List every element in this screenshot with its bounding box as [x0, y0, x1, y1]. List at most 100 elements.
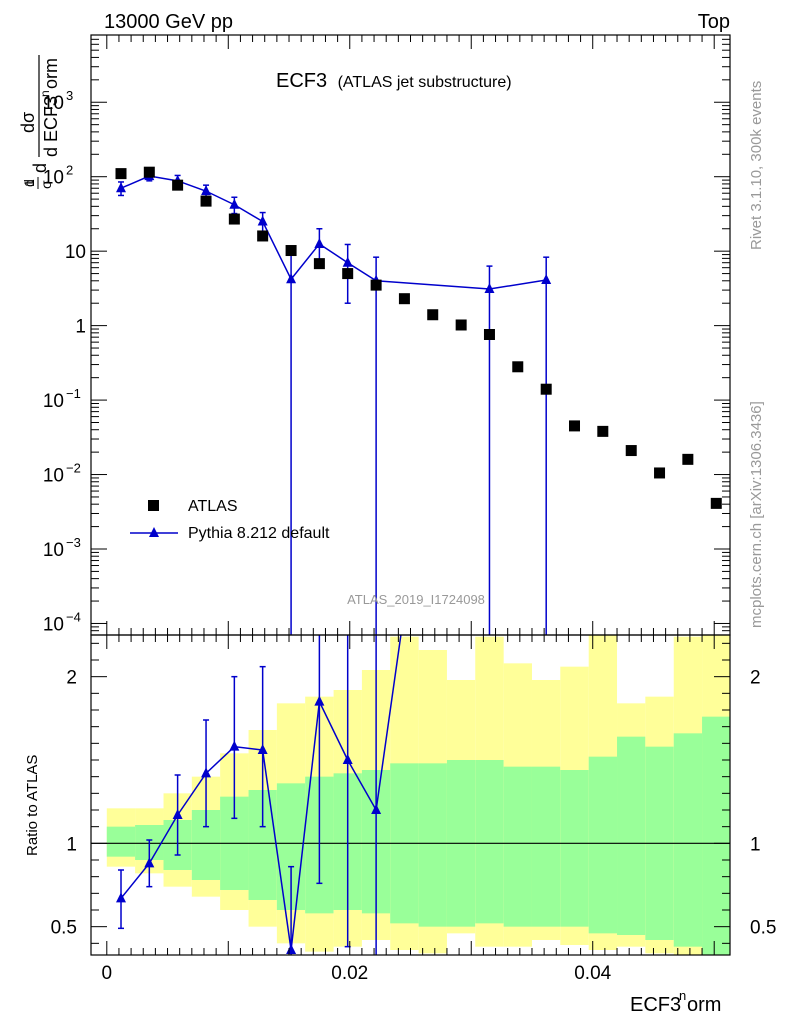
ratio-mc-point [201, 767, 212, 778]
ratio-mc-point [314, 695, 325, 706]
ratio-y-tick-label-right: 2 [750, 668, 761, 689]
data-point [285, 245, 297, 257]
rivet-label: Rivet 3.1.10, 300k events [748, 81, 765, 250]
header-left: 13000 GeV pp [104, 11, 233, 33]
y-tick-label-exponent: −4 [66, 609, 81, 624]
ratio-y-tick-label: 0.5 [51, 918, 77, 939]
y-tick-label-exponent: −2 [66, 461, 81, 476]
x-axis-label: ECF3 n orm [630, 988, 721, 1016]
data-point [569, 420, 581, 432]
y-tick-label: 10 [43, 391, 64, 412]
y-tick-label: 10 [43, 93, 64, 114]
data-point [512, 361, 524, 373]
ratio-mc-point [229, 740, 240, 751]
mc-point [314, 237, 325, 248]
ratio-y-tick-label-right: 0.5 [750, 918, 776, 939]
legend-mc-marker [149, 527, 159, 537]
y-tick-label: 10 [43, 466, 64, 487]
ratio-mc-point [257, 744, 268, 754]
data-point [483, 328, 495, 340]
y-tick-label-exponent: −3 [66, 535, 81, 550]
data-point [313, 258, 325, 270]
band-inner-bin [617, 736, 646, 935]
legend: ATLAS Pythia 8.212 default [130, 498, 330, 542]
ratio-mc-point [116, 892, 127, 903]
main-panel-frame [90, 34, 731, 636]
y-axis-label-denom: d ECF3 [41, 96, 61, 157]
band-inner-bin [702, 716, 731, 955]
data-point [115, 168, 127, 180]
x-axis-label-main: ECF3 [630, 994, 681, 1016]
y-tick-label: 10 [43, 540, 64, 561]
mc-point [201, 185, 212, 196]
mc-series-line [120, 175, 547, 290]
band-inner-bin [503, 766, 532, 927]
mc-point [342, 256, 353, 267]
analysis-watermark: ATLAS_2019_I1724098 [347, 592, 485, 607]
ratio-mc-point [371, 804, 382, 814]
header-right: Top [698, 11, 730, 33]
data-point [200, 195, 212, 207]
ratio-mc-series [116, 635, 402, 955]
ratio-uncertainty-bands [106, 635, 731, 955]
y-axis-label-d: d [30, 163, 50, 173]
data-point [398, 293, 410, 305]
plot-title-sub: (ATLAS jet substructure) [338, 74, 512, 91]
y-tick-label-exponent: 2 [66, 163, 73, 178]
data-point [427, 309, 439, 321]
mc-point [257, 215, 268, 226]
y-axis-label-orm: orm [41, 58, 61, 89]
axis-ticks [91, 34, 730, 955]
data-point [228, 213, 240, 225]
plot-title-main: ECF3 [276, 70, 327, 92]
data-point [710, 497, 722, 509]
x-tick-label: 0.04 [574, 963, 611, 984]
y-axis-label-sigma1: σ [38, 180, 54, 189]
ratio-y-tick-label-right: 1 [750, 834, 761, 855]
y-axis-label-sup: n [38, 90, 52, 97]
data-point [342, 268, 354, 280]
mc-point [229, 198, 240, 209]
y-axis-label-d1: d [21, 179, 37, 187]
y-axis-label-1: 1 [21, 179, 37, 187]
ratio-mc-point [342, 754, 353, 764]
main-data-series [115, 166, 722, 509]
main-mc-series [116, 170, 552, 635]
data-point [257, 230, 269, 242]
band-inner-bin [588, 756, 618, 934]
y-tick-label-exponent: 3 [66, 88, 73, 103]
data-point [597, 425, 609, 437]
mc-point [541, 273, 552, 284]
band-inner-bin [418, 763, 447, 927]
y-axis-label-ratio: Ratio to ATLAS [24, 755, 41, 856]
data-point [682, 453, 694, 465]
band-inner-bin [560, 770, 589, 927]
x-axis-label-sup: n [679, 988, 686, 1003]
band-inner-bin [106, 826, 136, 857]
ratio-y-tick-label: 2 [66, 668, 77, 689]
mc-point [116, 182, 127, 193]
mc-point [286, 273, 297, 284]
y-axis-label-main: d 1 σ d dσ d ECF3 n orm [18, 55, 61, 189]
ratio-mc-point [286, 944, 297, 954]
x-tick-label: 0 [102, 963, 113, 984]
y-tick-label: 1 [75, 317, 86, 338]
band-inner-bin [475, 760, 504, 924]
data-point [143, 166, 155, 178]
data-point [654, 467, 666, 479]
mcplots-label: mcplots.cern.ch [arXiv:1306.3436] [748, 401, 765, 628]
band-inner-bin [673, 733, 703, 947]
y-tick-label-exponent: −1 [66, 386, 81, 401]
legend-data-marker [148, 500, 159, 511]
legend-data-label: ATLAS [188, 498, 238, 515]
y-tick-label: 10 [43, 614, 64, 635]
x-tick-label: 0.02 [331, 963, 368, 984]
data-point [370, 279, 382, 291]
ratio-mc-clipped [116, 635, 402, 955]
data-point [172, 179, 184, 191]
ratio-y-tick-label: 1 [66, 834, 77, 855]
plot-title: ECF3 (ATLAS jet substructure) [276, 70, 512, 92]
ratio-mc-point [172, 809, 183, 819]
